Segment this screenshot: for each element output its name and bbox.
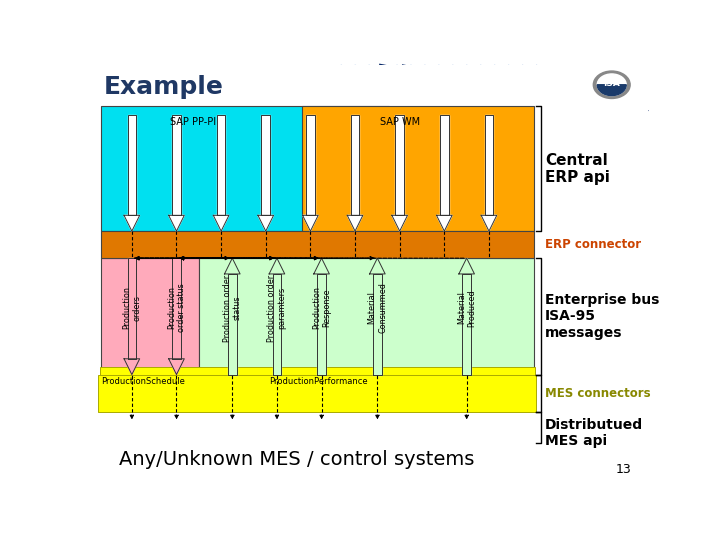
Bar — [101, 258, 199, 375]
Polygon shape — [481, 215, 497, 231]
Polygon shape — [258, 215, 274, 231]
Polygon shape — [395, 114, 404, 215]
Polygon shape — [213, 215, 229, 231]
Bar — [102, 360, 533, 397]
Text: ISA: ISA — [603, 79, 620, 87]
Polygon shape — [302, 215, 318, 231]
Text: Material
Consummed: Material Consummed — [368, 282, 387, 334]
Text: Distributued
MES api: Distributued MES api — [545, 417, 643, 448]
Polygon shape — [168, 359, 184, 375]
Polygon shape — [124, 215, 140, 231]
Polygon shape — [228, 274, 237, 375]
Polygon shape — [273, 274, 282, 375]
Polygon shape — [172, 258, 181, 359]
Bar — [99, 375, 536, 412]
Polygon shape — [127, 114, 136, 215]
Text: Enterprise bus
ISA-95
messages: Enterprise bus ISA-95 messages — [545, 293, 659, 340]
Polygon shape — [225, 258, 240, 274]
Text: MES connectors: MES connectors — [545, 387, 650, 400]
Polygon shape — [485, 114, 493, 215]
Text: ERP connector: ERP connector — [545, 238, 641, 251]
Text: Any/Unknown MES / control systems: Any/Unknown MES / control systems — [119, 450, 474, 469]
Polygon shape — [172, 114, 181, 215]
Bar — [100, 367, 535, 404]
Text: 13: 13 — [616, 463, 631, 476]
Polygon shape — [168, 215, 184, 231]
Bar — [101, 106, 389, 231]
Polygon shape — [306, 114, 315, 215]
Bar — [199, 258, 534, 375]
Text: SAP WM: SAP WM — [379, 117, 420, 127]
Polygon shape — [369, 258, 385, 274]
Text: Central
ERP api: Central ERP api — [545, 152, 610, 185]
Polygon shape — [351, 114, 359, 215]
Polygon shape — [314, 258, 329, 274]
Circle shape — [597, 74, 626, 96]
Polygon shape — [261, 114, 270, 215]
Polygon shape — [127, 258, 136, 359]
Polygon shape — [217, 114, 225, 215]
Text: Production order
status: Production order status — [222, 274, 242, 342]
Text: Production
orders: Production orders — [122, 287, 142, 329]
Polygon shape — [436, 215, 452, 231]
Text: Material
Produced: Material Produced — [457, 289, 477, 327]
Polygon shape — [373, 274, 382, 375]
Polygon shape — [318, 274, 326, 375]
Text: Production
order status: Production order status — [167, 284, 186, 333]
Bar — [101, 231, 534, 258]
Polygon shape — [392, 215, 408, 231]
Polygon shape — [462, 274, 471, 375]
Wedge shape — [597, 85, 626, 96]
Text: Production
Response: Production Response — [312, 287, 331, 329]
Polygon shape — [269, 258, 284, 274]
Polygon shape — [459, 258, 474, 274]
Text: Production order
paramters: Production order paramters — [267, 274, 287, 342]
Polygon shape — [440, 114, 449, 215]
Text: ProductionSchedule: ProductionSchedule — [101, 377, 185, 386]
Text: ProductionPerformance: ProductionPerformance — [269, 377, 368, 386]
Text: Example: Example — [104, 75, 224, 99]
Bar — [302, 106, 534, 231]
Polygon shape — [124, 359, 140, 375]
Polygon shape — [347, 215, 363, 231]
Text: SAP PP-PI: SAP PP-PI — [170, 117, 216, 127]
